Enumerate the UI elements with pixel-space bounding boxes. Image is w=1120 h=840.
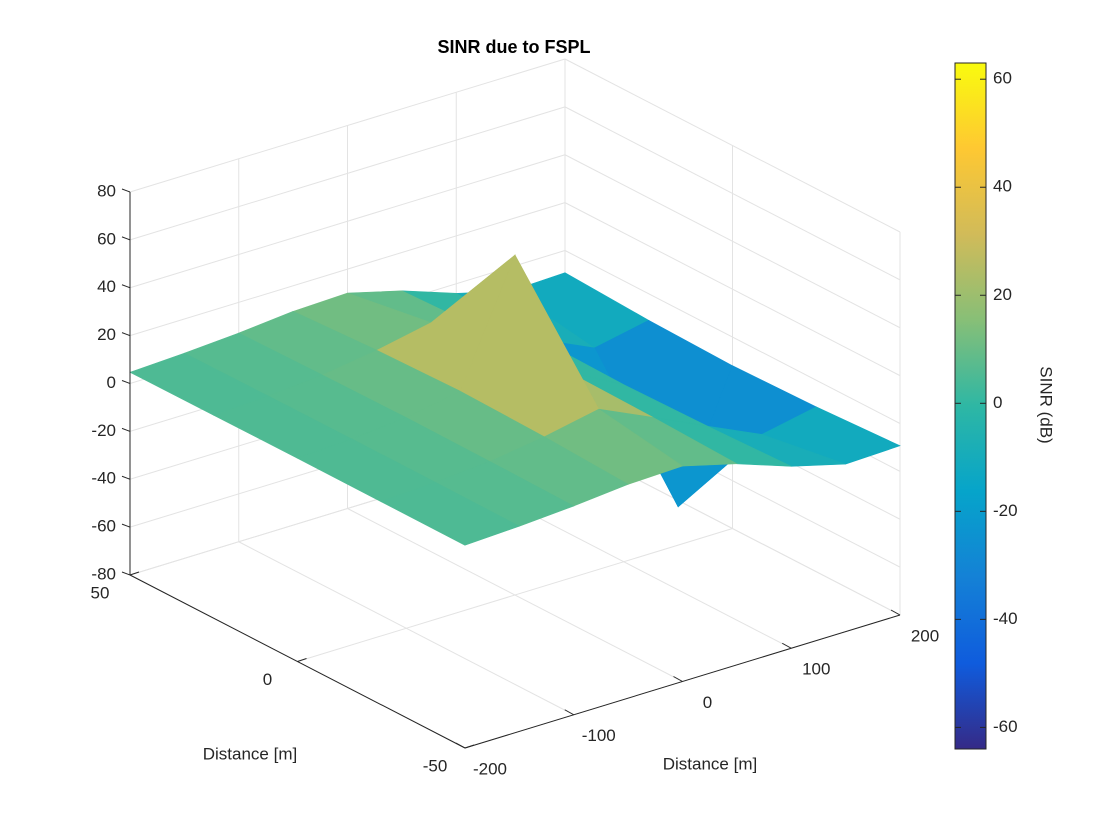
x-axis-label: Distance [m] <box>663 754 757 773</box>
x-tick <box>564 709 574 716</box>
colorbar-tick-label: 60 <box>993 69 1012 88</box>
x-tick-label: -100 <box>582 726 616 745</box>
grid-line <box>129 106 566 241</box>
x-tick <box>890 609 901 616</box>
grid-line <box>564 58 901 233</box>
colorbar-label: SINR (dB) <box>1037 366 1056 443</box>
z-tick-label: -20 <box>91 421 116 440</box>
colorbar-tick-label: -40 <box>993 609 1018 628</box>
surface <box>129 254 901 546</box>
grid-line <box>564 202 901 377</box>
z-tick <box>121 188 131 193</box>
chart-title: SINR due to FSPL <box>438 37 591 57</box>
grid-line <box>129 154 566 289</box>
x-tick <box>673 676 683 682</box>
x-tick-label: 100 <box>802 660 830 679</box>
grid-line <box>564 250 901 424</box>
x-tick-label: -200 <box>473 759 507 778</box>
z-tick-label: 20 <box>97 325 116 344</box>
z-tick <box>121 236 131 241</box>
grid-line <box>297 528 733 662</box>
z-tick <box>121 332 131 337</box>
z-tick-label: 80 <box>97 181 116 200</box>
x-tick-label: 200 <box>911 626 939 645</box>
z-tick <box>121 475 131 480</box>
y-tick-label: -50 <box>423 756 448 775</box>
colorbar-ticks: -60 -40 -20 0 20 40 60 <box>955 69 1018 736</box>
z-tick <box>121 427 131 432</box>
y-tick <box>464 744 475 749</box>
z-tick <box>121 380 131 384</box>
z-tick <box>121 571 131 576</box>
colorbar-tick-label: 40 <box>993 177 1012 196</box>
y-tick <box>297 658 307 662</box>
y-tick-label: 0 <box>263 670 272 689</box>
grid-line <box>564 106 901 281</box>
x-tick <box>782 642 792 649</box>
x-tick <box>455 742 466 749</box>
z-tick-label: 0 <box>107 373 116 392</box>
y-axis-label: Distance [m] <box>203 744 297 763</box>
y-tick-label: 50 <box>91 583 110 602</box>
grid-line <box>129 58 566 193</box>
axes: -80-60-40-20020406080-200-1000100200-500… <box>91 181 940 778</box>
grid-line <box>564 154 901 329</box>
z-tick-label: 60 <box>97 229 116 248</box>
colorbar-tick-label: -20 <box>993 501 1018 520</box>
grid-line <box>129 202 566 337</box>
z-tick-label: 40 <box>97 277 116 296</box>
surface-patch <box>380 482 521 546</box>
z-tick <box>121 523 131 528</box>
y-tick <box>129 571 140 576</box>
colorbar-tick-label: 0 <box>993 393 1002 412</box>
colorbar <box>954 62 987 750</box>
z-tick-label: -40 <box>91 469 116 488</box>
z-tick <box>121 284 131 289</box>
colorbar-tick-label: 20 <box>993 285 1012 304</box>
x-tick-label: 0 <box>703 693 712 712</box>
colorbar-tick-label: -60 <box>993 717 1018 736</box>
z-tick-label: -80 <box>91 564 116 583</box>
z-tick-label: -60 <box>91 517 116 536</box>
